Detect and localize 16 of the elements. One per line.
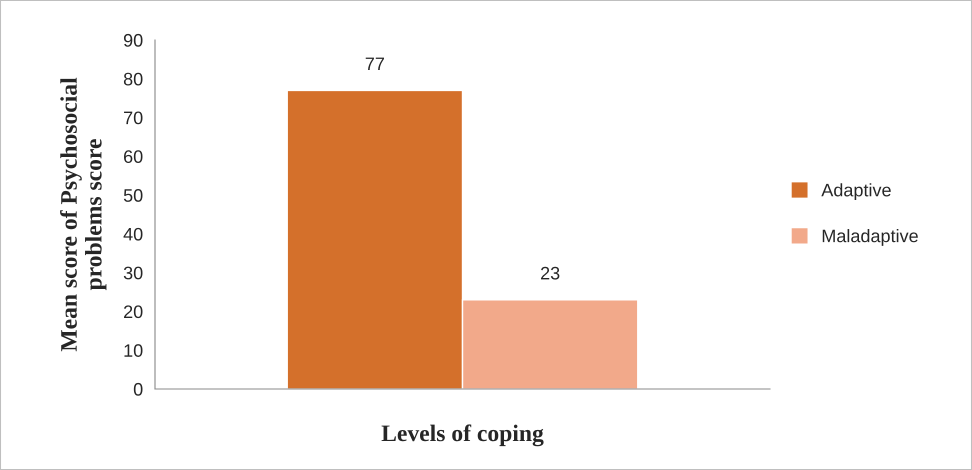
y-tick-label: 50: [124, 189, 142, 202]
legend-label: Adaptive: [821, 183, 891, 200]
y-tick-label: 0: [134, 382, 142, 396]
y-tick-label: 10: [124, 344, 142, 357]
legend-label: Maladaptive: [822, 229, 918, 246]
data-label: 77: [366, 58, 384, 70]
y-tick-label: 70: [124, 111, 142, 124]
y-tick-label: 80: [124, 72, 142, 86]
y-tick-label: 40: [124, 228, 142, 241]
y-tick-label: 20: [124, 305, 142, 318]
y-tick-label: 60: [124, 150, 142, 164]
y-tick-label: 30: [124, 266, 142, 280]
y-axis-title: Mean score of Psychosocial problems score: [60, 78, 106, 352]
x-axis-title: Levels of coping: [382, 424, 544, 446]
data-label: 23: [541, 266, 560, 280]
y-tick-label: 90: [124, 34, 142, 47]
